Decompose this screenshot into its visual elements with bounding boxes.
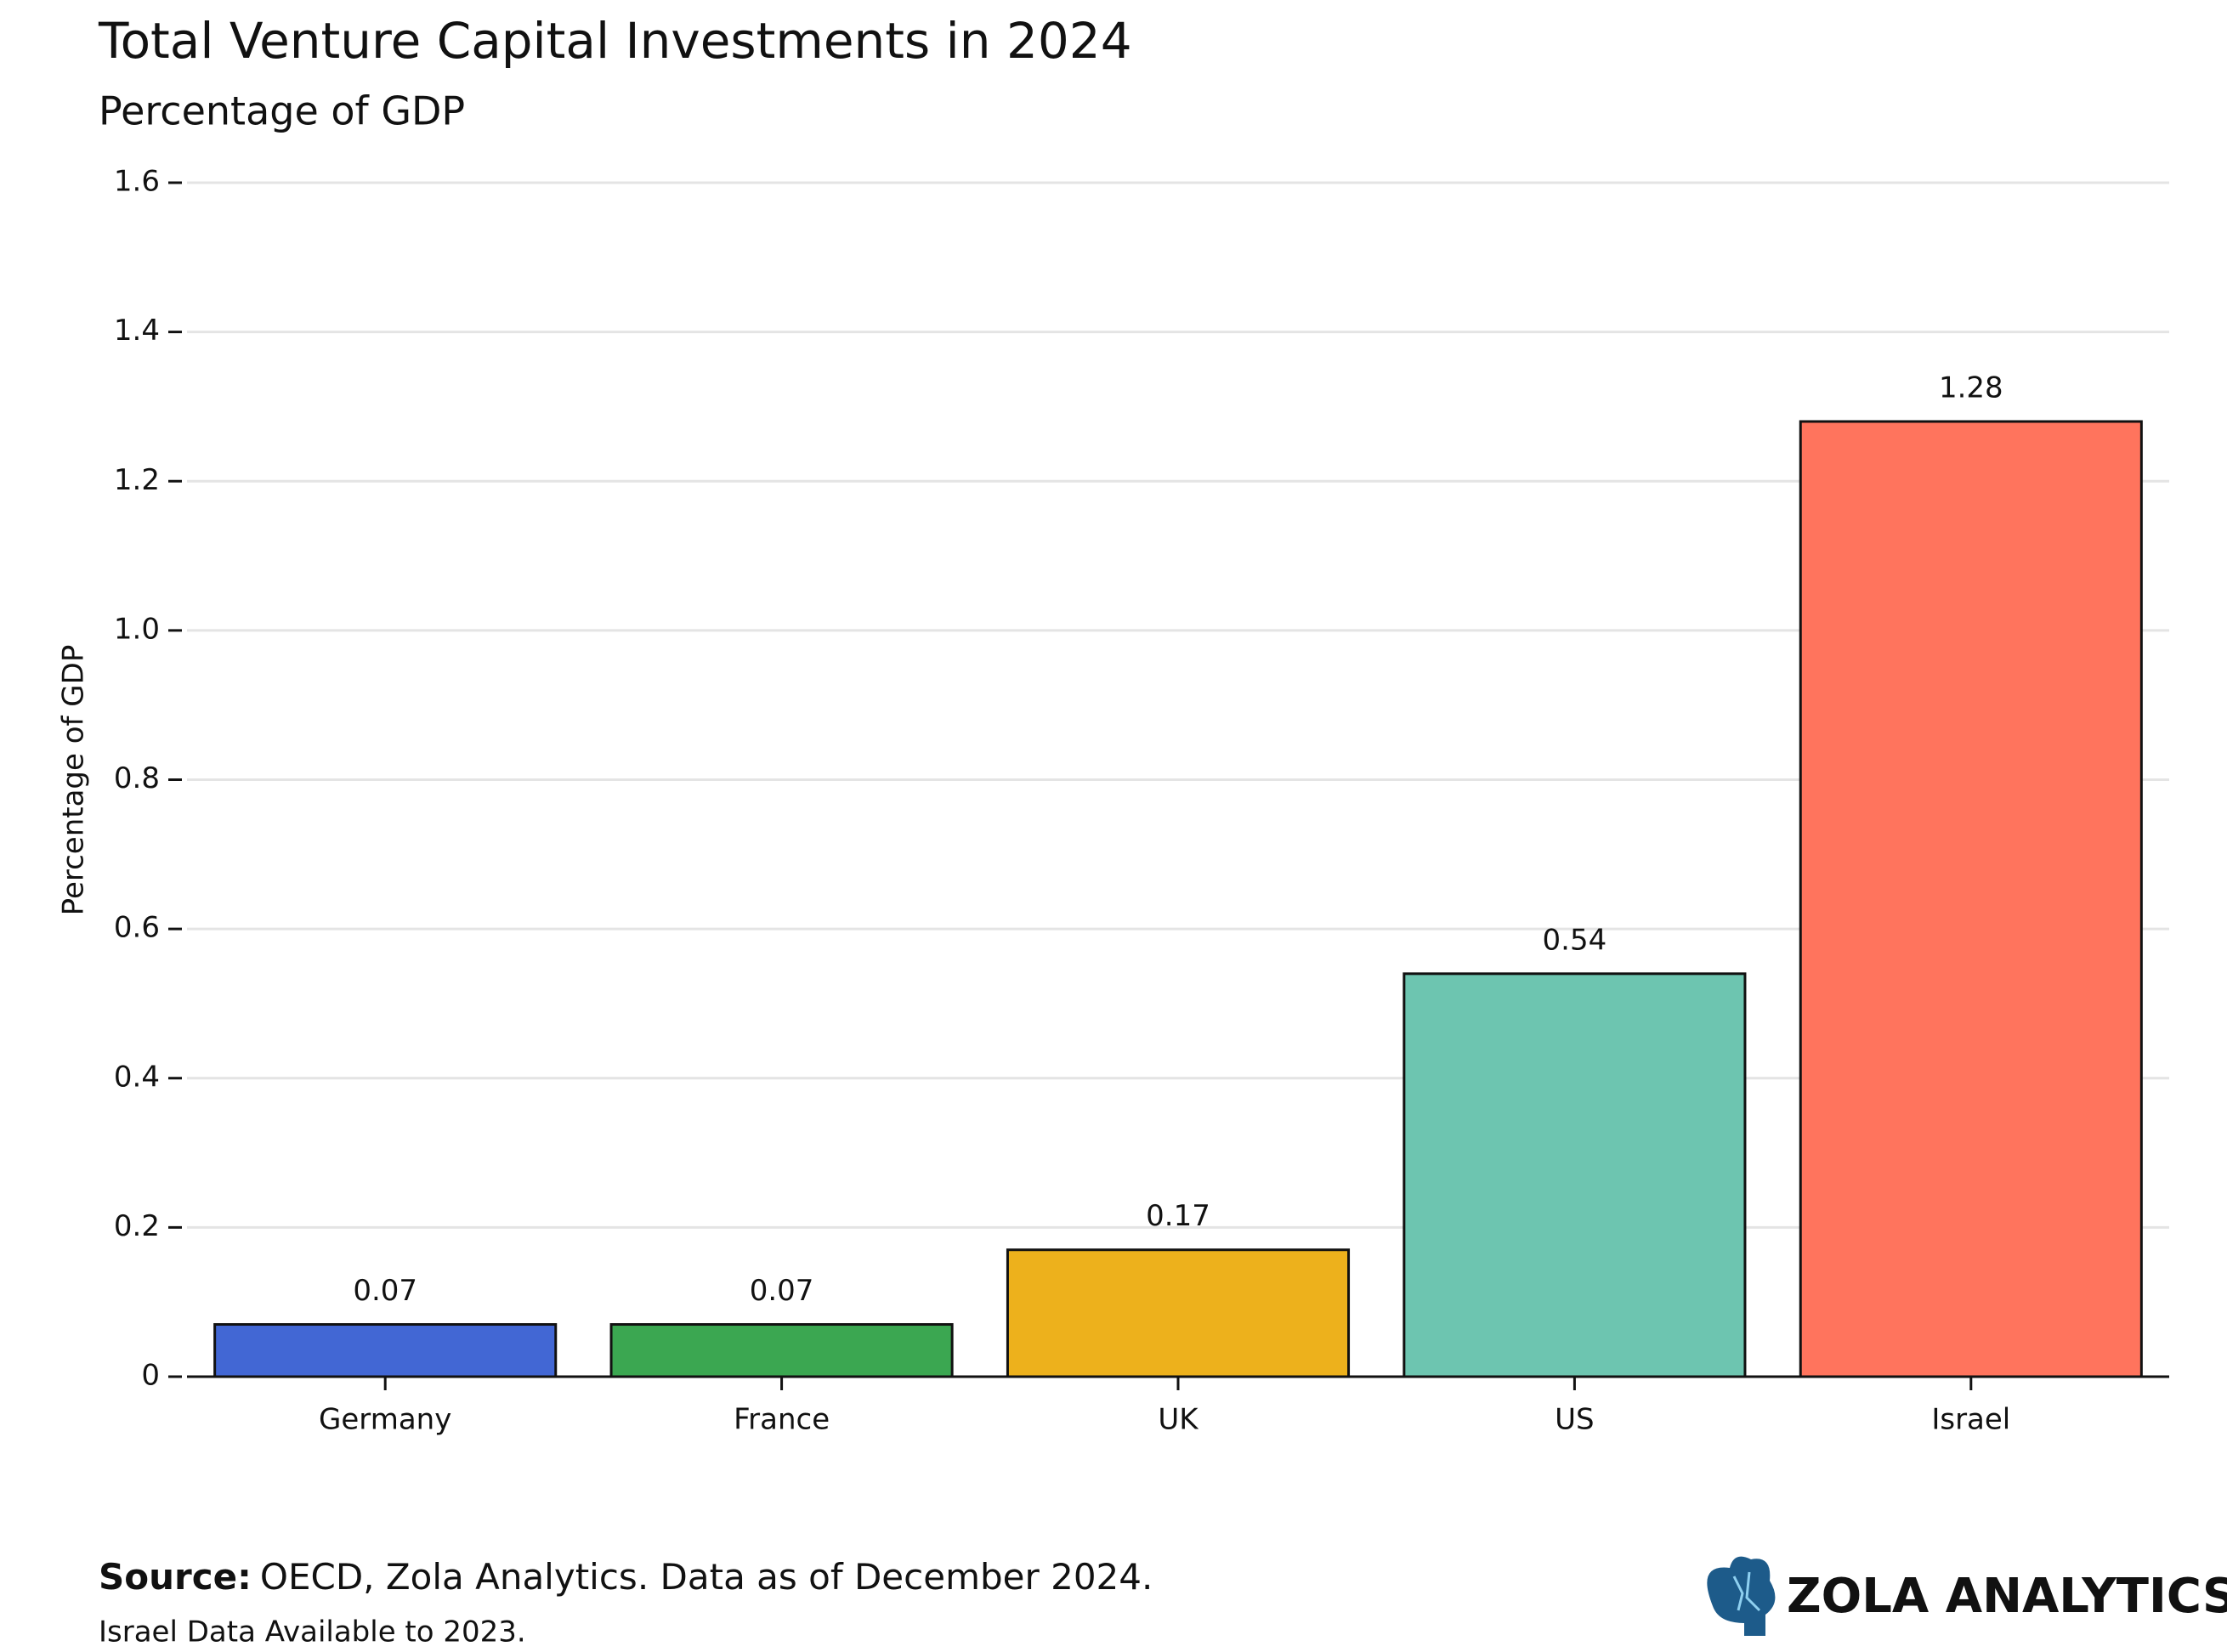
bar [213,1323,558,1378]
x-tick-label: UK [1158,1403,1199,1437]
x-tick-label: Germany [319,1403,451,1437]
y-tick-label: 1.4 [114,314,160,348]
y-tick-label: 1.0 [114,612,160,646]
bar [1402,972,1747,1378]
bar [1006,1248,1351,1378]
x-tick-label: France [734,1403,830,1437]
y-axis-title: Percentage of GDP [57,645,91,916]
note: Israel Data Available to 2023. [99,1615,526,1649]
logo-icon [1707,1556,1776,1636]
y-tick-label: 0.2 [114,1209,160,1243]
value-label: 1.28 [1939,371,2003,405]
y-tick-label: 1.2 [114,463,160,497]
value-label: 0.07 [353,1274,417,1308]
bar [609,1323,954,1378]
chart-subtitle: Percentage of GDP [99,88,465,134]
value-label: 0.17 [1146,1199,1210,1233]
y-tick-label: 0.6 [114,911,160,945]
brain-lines [1732,1571,1761,1612]
source-label: Source: [99,1556,252,1598]
y-tick-label: 1.6 [114,165,160,199]
x-tick-label: US [1555,1403,1594,1437]
bar [1799,420,2143,1378]
value-label: 0.07 [750,1274,814,1308]
brand: ZOLA ANALYTICS [1787,1569,2227,1624]
y-tick-label: 0.4 [114,1060,160,1094]
source: Source: OECD, Zola Analytics. Data as of … [99,1556,1153,1598]
value-label: 0.54 [1543,923,1607,957]
y-tick-label: 0 [141,1359,160,1393]
source-text: OECD, Zola Analytics. Data as of Decembe… [260,1556,1153,1598]
chart-title: Total Venture Capital Investments in 202… [98,12,1132,70]
y-tick-label: 0.8 [114,761,160,795]
x-tick-label: Israel [1931,1403,2010,1437]
